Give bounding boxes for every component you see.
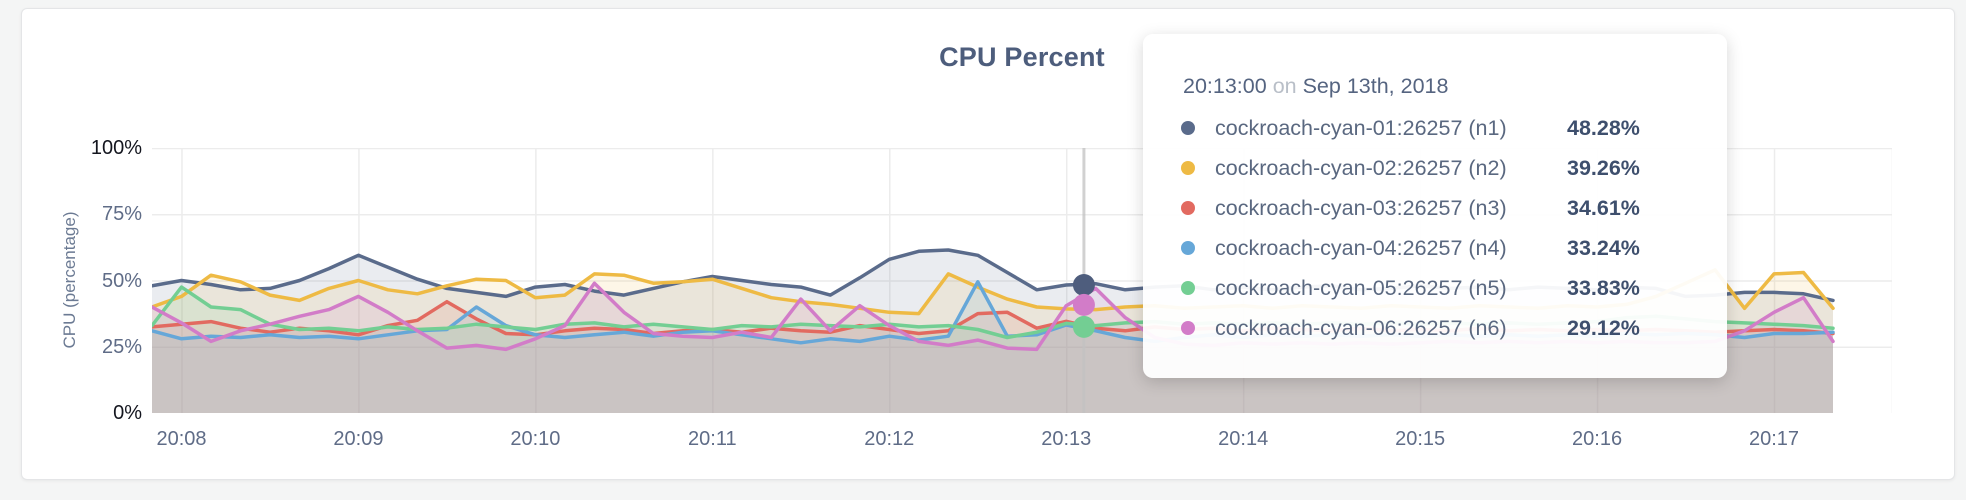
hover-dot bbox=[1072, 293, 1095, 316]
x-axis-tick-label: 20:10 bbox=[510, 428, 561, 450]
x-axis-tick-label: 20:13 bbox=[1041, 428, 1092, 450]
series-value: 34.61% bbox=[1567, 195, 1640, 220]
tooltip-separator: on bbox=[1272, 74, 1297, 98]
series-name: cockroach-cyan-01:26257 (n1) bbox=[1215, 115, 1507, 140]
y-axis-tick-label: 25% bbox=[101, 335, 142, 358]
hover-dot bbox=[1072, 274, 1095, 297]
y-axis-tick-label: 100% bbox=[90, 137, 142, 159]
series-color-dot-icon bbox=[1181, 161, 1195, 175]
tooltip-row: cockroach-cyan-01:26257 (n1) 48.28% bbox=[1181, 108, 1727, 148]
series-color-dot-icon bbox=[1181, 201, 1195, 215]
x-axis-tick-label: 20:12 bbox=[864, 428, 915, 450]
x-axis-tick-label: 20:08 bbox=[156, 428, 207, 450]
series-name: cockroach-cyan-03:26257 (n3) bbox=[1215, 195, 1507, 220]
hover-dot bbox=[1072, 315, 1095, 338]
series-name: cockroach-cyan-02:26257 (n2) bbox=[1215, 155, 1507, 180]
y-axis-tick-label: 50% bbox=[101, 269, 142, 292]
series-area bbox=[152, 287, 1833, 413]
series-color-dot-icon bbox=[1181, 121, 1195, 135]
series-name: cockroach-cyan-05:26257 (n5) bbox=[1215, 275, 1507, 300]
chart-title: CPU Percent bbox=[939, 42, 1105, 72]
x-axis-tick-label: 20:16 bbox=[1572, 428, 1623, 450]
series-value: 39.26% bbox=[1567, 155, 1640, 180]
tooltip-date: Sep 13th, 2018 bbox=[1302, 74, 1449, 98]
tooltip-row: cockroach-cyan-03:26257 (n3) 34.61% bbox=[1181, 188, 1727, 228]
x-axis-tick-label: 20:11 bbox=[688, 428, 737, 450]
tooltip-row: cockroach-cyan-04:26257 (n4) 33.24% bbox=[1181, 228, 1727, 268]
series-value: 29.12% bbox=[1567, 315, 1640, 340]
tooltip-row: cockroach-cyan-02:26257 (n2) 39.26% bbox=[1181, 148, 1727, 188]
series-color-dot-icon bbox=[1181, 281, 1195, 295]
hover-dots bbox=[1072, 274, 1095, 338]
y-axis-tick-label: 0% bbox=[113, 402, 142, 424]
series-area bbox=[152, 281, 1833, 413]
series-color-dot-icon bbox=[1181, 241, 1195, 255]
tooltip-row: cockroach-cyan-06:26257 (n6) 29.12% bbox=[1181, 308, 1727, 348]
x-axis-tick-label: 20:15 bbox=[1395, 428, 1446, 450]
hover-tooltip: 20:13:00 on Sep 13th, 2018 cockroach-cya… bbox=[1143, 34, 1727, 378]
tooltip-time: 20:13:00 bbox=[1183, 74, 1267, 98]
tooltip-rows: cockroach-cyan-01:26257 (n1) 48.28% cockro… bbox=[1181, 108, 1727, 348]
series-value: 33.24% bbox=[1567, 235, 1640, 260]
series-name: cockroach-cyan-06:26257 (n6) bbox=[1215, 315, 1507, 340]
series-value: 33.83% bbox=[1567, 275, 1640, 300]
series-color-dot-icon bbox=[1181, 321, 1195, 335]
tooltip-header: 20:13:00 on Sep 13th, 2018 bbox=[1183, 74, 1727, 99]
x-axis-tick-label: 20:17 bbox=[1749, 428, 1800, 450]
x-axis-tick-label: 20:09 bbox=[333, 428, 384, 450]
series-name: cockroach-cyan-04:26257 (n4) bbox=[1215, 235, 1507, 260]
series-area bbox=[152, 301, 1833, 413]
y-axis-tick-label: 75% bbox=[101, 203, 142, 226]
series-value: 48.28% bbox=[1567, 115, 1640, 140]
tooltip-row: cockroach-cyan-05:26257 (n5) 33.83% bbox=[1181, 268, 1727, 308]
x-axis-tick-label: 20:14 bbox=[1218, 428, 1269, 450]
